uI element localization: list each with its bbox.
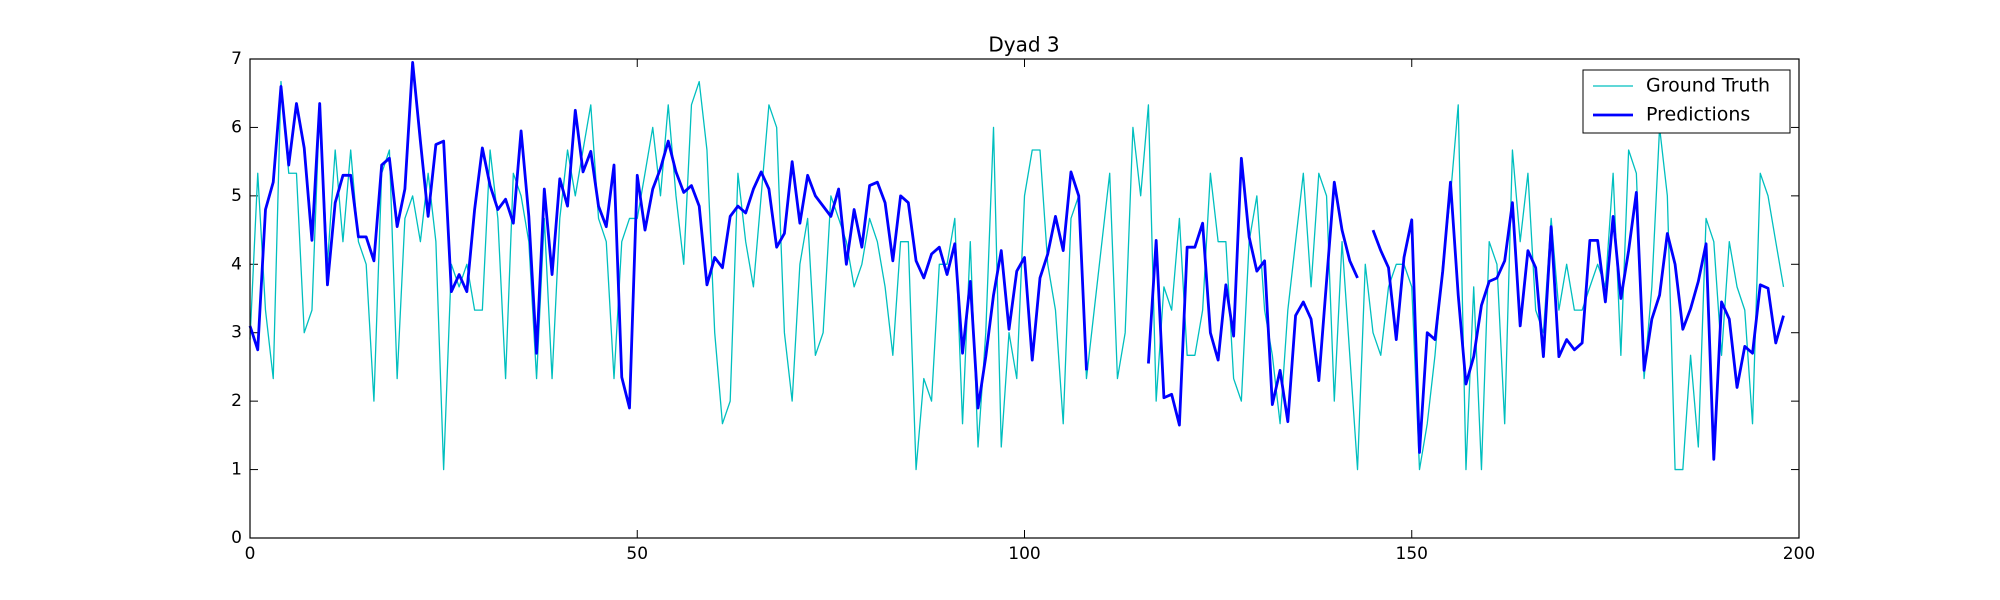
y-tick-label: 7 (231, 49, 242, 69)
legend: Ground Truth Predictions (1582, 69, 1791, 134)
legend-label: Predictions (1646, 104, 1750, 126)
x-tick-label: 150 (1396, 544, 1428, 564)
y-tick-label: 3 (231, 323, 242, 343)
y-tick-label: 6 (231, 117, 242, 137)
x-tick-label: 200 (1783, 544, 1815, 564)
legend-label: Ground Truth (1646, 75, 1770, 97)
data-line (249, 80, 1785, 471)
data-line (248, 61, 1785, 461)
chart-title: Dyad 3 (988, 33, 1059, 57)
y-tick-label: 5 (231, 186, 242, 206)
legend-box (1582, 69, 1791, 134)
y-tick-label: 0 (231, 528, 242, 548)
y-tick-label: 4 (231, 254, 242, 274)
plot-frame (249, 58, 1800, 539)
x-tick-label: 50 (626, 544, 648, 564)
y-tick-label: 2 (231, 391, 242, 411)
y-tick-label: 1 (231, 460, 242, 480)
x-tick-label: 0 (245, 544, 256, 564)
x-tick-label: 100 (1008, 544, 1040, 564)
